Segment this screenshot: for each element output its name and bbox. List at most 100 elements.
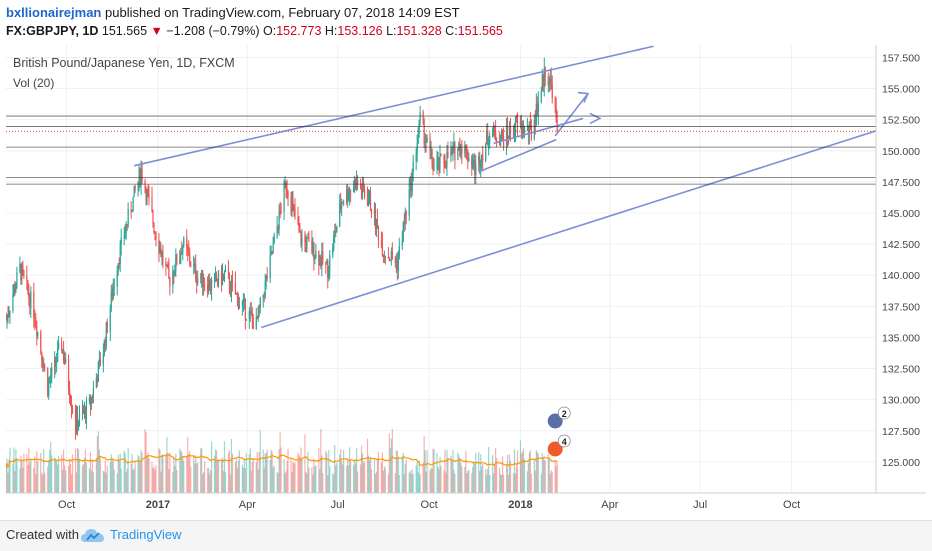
candle-body xyxy=(527,125,529,134)
volume-bar xyxy=(6,468,7,493)
candle-body xyxy=(458,143,460,149)
volume-bar xyxy=(522,448,525,493)
volume-bar xyxy=(174,466,176,493)
candle-body xyxy=(105,322,107,347)
candle-body xyxy=(182,245,184,254)
tradingview-cloud-icon xyxy=(81,529,104,542)
volume-bar xyxy=(180,450,182,493)
candle-body xyxy=(465,145,467,148)
volume-bar xyxy=(375,471,378,493)
candle-body xyxy=(71,408,74,412)
volume-bar xyxy=(509,461,512,493)
candle-body xyxy=(175,254,177,272)
event-badge[interactable]: 2 xyxy=(546,406,571,430)
candle-body xyxy=(543,68,545,87)
volume-bar xyxy=(537,453,539,493)
candle-body xyxy=(179,256,181,265)
candle-body xyxy=(487,131,489,145)
volume-bar xyxy=(319,469,321,493)
candle-body xyxy=(375,219,378,229)
candle-body xyxy=(132,196,134,212)
volume-bar xyxy=(127,448,129,493)
volume-bar xyxy=(273,465,275,493)
volume-bar xyxy=(533,460,535,493)
volume-bar xyxy=(444,449,446,493)
volume-bar xyxy=(424,450,426,493)
candle-body xyxy=(6,315,8,319)
volume-bar xyxy=(405,459,407,493)
time-tick-label: 2017 xyxy=(146,499,170,511)
volume-bar xyxy=(542,457,544,493)
candle-body xyxy=(452,145,454,151)
candle-body xyxy=(377,226,380,241)
volume-bar xyxy=(398,474,400,493)
volume-bar xyxy=(203,472,205,493)
volume-bar xyxy=(313,460,315,493)
candle-body xyxy=(245,319,247,321)
candle-body xyxy=(241,302,243,305)
volume-bar xyxy=(165,454,167,493)
candle-body xyxy=(103,339,105,354)
volume-bar xyxy=(312,474,314,493)
tradingview-link[interactable]: TradingView xyxy=(110,527,182,542)
volume-bar xyxy=(207,468,209,493)
volume-bar xyxy=(179,448,181,493)
candle-body xyxy=(63,360,66,364)
candle-body xyxy=(82,411,85,413)
volume-bar xyxy=(193,455,195,493)
volume-bar xyxy=(355,447,358,493)
event-badges[interactable]: 24 xyxy=(546,406,571,458)
candle-body xyxy=(424,141,426,144)
price-tick-label: 137.500 xyxy=(882,301,920,313)
candle-body xyxy=(283,183,285,213)
candle-body xyxy=(41,351,43,361)
candle-body xyxy=(335,231,337,233)
volume-bar xyxy=(447,457,449,493)
volume-bar xyxy=(555,465,557,493)
candle-body xyxy=(353,179,356,188)
candle-body xyxy=(153,223,155,233)
volume-bar xyxy=(329,466,331,493)
candle-body xyxy=(294,208,296,217)
time-tick-label: Jul xyxy=(331,499,345,511)
candle-body xyxy=(488,143,490,145)
low-label: L: xyxy=(386,24,397,38)
candle-body xyxy=(269,254,271,279)
candle-body xyxy=(165,261,167,266)
publish-line: bxllionairejman published on TradingView… xyxy=(6,5,460,20)
volume-bar xyxy=(187,437,189,493)
low-value: 151.328 xyxy=(396,24,442,38)
author-link[interactable]: bxllionairejman xyxy=(6,5,102,20)
candle-body xyxy=(342,202,344,204)
volume-bar xyxy=(89,452,92,493)
candle-body xyxy=(12,294,14,312)
candle-body xyxy=(512,133,515,137)
candle-body xyxy=(264,280,266,297)
candle-body xyxy=(544,68,546,78)
price-axis-background[interactable] xyxy=(876,45,926,493)
volume-bar xyxy=(368,460,371,493)
candle-body xyxy=(42,360,44,368)
candle-body xyxy=(252,318,254,330)
event-badge[interactable]: 4 xyxy=(546,434,571,458)
price-tick-label: 157.500 xyxy=(882,52,920,64)
volume-bar xyxy=(227,452,230,493)
price-chart[interactable]: 152.788151.956151.565150.293147.861147.3… xyxy=(6,45,926,520)
volume-bar xyxy=(292,461,294,493)
candle-body xyxy=(547,77,549,86)
candle-body xyxy=(366,196,369,205)
volume-bar xyxy=(257,469,259,493)
badge-count-bubble xyxy=(557,406,571,420)
volume-bar xyxy=(154,470,156,493)
volume-bar xyxy=(256,452,258,493)
volume-bar xyxy=(426,450,428,493)
volume-bar xyxy=(363,461,366,493)
candle-body xyxy=(412,161,414,172)
volume-bar xyxy=(222,471,225,493)
candle-body xyxy=(202,270,204,287)
candle-body xyxy=(29,297,31,309)
candle-body xyxy=(210,279,213,290)
volume-bar xyxy=(56,460,58,493)
time-axis[interactable]: Oct 2017 Apr Jul Oct 2018 Apr Jul Oct xyxy=(58,499,800,511)
candle-body xyxy=(346,189,348,203)
